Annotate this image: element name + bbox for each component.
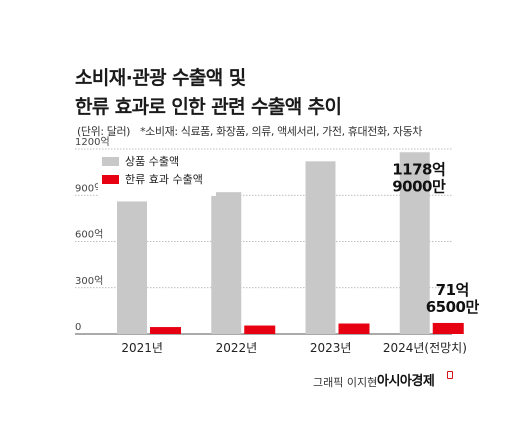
y-tick-label: 0 [75, 322, 81, 333]
bar-hallyu-2 [338, 323, 370, 334]
x-tick-label: 2021년 [121, 341, 163, 355]
unit-note: (단위: 달러) [77, 125, 131, 138]
brand-logo: 아시아경제 [377, 374, 435, 389]
y-tick-label: 1200억 [75, 136, 110, 148]
category-note: *소비재: 식료품, 화장품, 의류, 액세서리, 가전, 휴대전화, 자동차 [140, 125, 423, 138]
bar-export-0 [117, 201, 147, 334]
x-tick-label: 2022년 [216, 341, 258, 355]
x-tick-label: 2023년 [310, 341, 352, 355]
legend-swatch-0 [102, 157, 119, 166]
chart-title: 소비재·관광 수출액 및 한류 효과로 인한 관련 수출액 추이 [75, 64, 342, 122]
legend-swatch-1 [102, 175, 119, 184]
y-tick-label: 900억 [75, 182, 103, 194]
bar-hallyu-0 [150, 327, 181, 334]
data-label-line2-0: 9000만 [392, 177, 446, 195]
data-label-line1-0: 1178억 [392, 160, 445, 178]
chart-title-line2: 한류 효과로 인한 관련 수출액 추이 [75, 96, 342, 118]
bar-export-3 [399, 152, 430, 334]
chart-title-line1: 소비재·관광 수출액 및 [75, 67, 246, 89]
bar-export-1 [211, 192, 242, 334]
y-tick-label: 600억 [75, 229, 103, 241]
bar-hallyu-3 [432, 322, 464, 334]
bar-export-2 [305, 161, 336, 334]
brand-mark-icon [447, 371, 453, 379]
data-label-line1-1: 71억 [436, 281, 469, 299]
legend-label-1: 한류 효과 수출액 [125, 173, 203, 186]
graphic-credit: 그래픽 이지현 [313, 376, 378, 389]
y-tick-label: 300억 [75, 275, 103, 287]
chart-subtitle: (단위: 달러) *소비재: 식료품, 화장품, 의류, 액세서리, 가전, 휴대… [77, 123, 432, 139]
legend-label-0: 상품 수출액 [125, 155, 179, 168]
bar-hallyu-1 [244, 325, 276, 334]
x-tick-label: 2024년(전망치) [383, 341, 467, 355]
data-label-line2-1: 6500만 [426, 298, 480, 316]
